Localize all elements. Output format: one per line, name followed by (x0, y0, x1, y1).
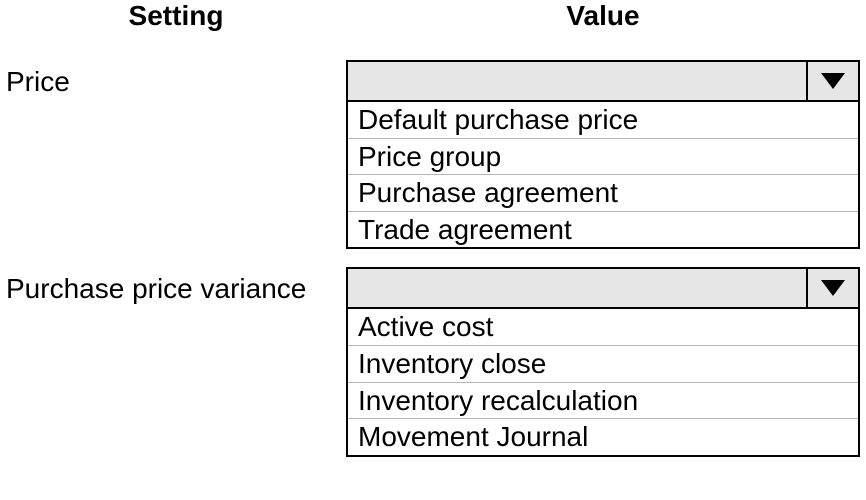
price-dropdown-value (348, 62, 806, 100)
header-value: Value (346, 0, 860, 32)
setting-label-price: Price (6, 60, 346, 98)
table-header: Setting Value (6, 0, 860, 32)
list-item[interactable]: Active cost (348, 309, 858, 346)
value-cell: Active cost Inventory close Inventory re… (346, 267, 860, 456)
variance-dropdown[interactable] (346, 267, 860, 309)
list-item[interactable]: Movement Journal (348, 419, 858, 455)
variance-dropdown-button[interactable] (806, 269, 858, 307)
list-item[interactable]: Inventory close (348, 346, 858, 383)
chevron-down-icon (819, 71, 847, 91)
value-cell: Default purchase price Price group Purch… (346, 60, 860, 249)
list-item[interactable]: Trade agreement (348, 212, 858, 248)
list-item[interactable]: Price group (348, 139, 858, 176)
list-item[interactable]: Inventory recalculation (348, 383, 858, 420)
chevron-down-icon (819, 278, 847, 298)
header-setting: Setting (6, 0, 346, 32)
list-item[interactable]: Purchase agreement (348, 175, 858, 212)
setting-label-variance: Purchase price variance (6, 267, 346, 305)
price-dropdown-button[interactable] (806, 62, 858, 100)
table-row: Price Default purchase price Price group… (6, 60, 860, 249)
table-row: Purchase price variance Active cost Inve… (6, 267, 860, 456)
variance-options-list: Active cost Inventory close Inventory re… (346, 309, 860, 456)
price-options-list: Default purchase price Price group Purch… (346, 102, 860, 249)
price-dropdown[interactable] (346, 60, 860, 102)
list-item[interactable]: Default purchase price (348, 102, 858, 139)
variance-dropdown-value (348, 269, 806, 307)
settings-table: Setting Value Price Default purchase pri… (0, 0, 866, 457)
